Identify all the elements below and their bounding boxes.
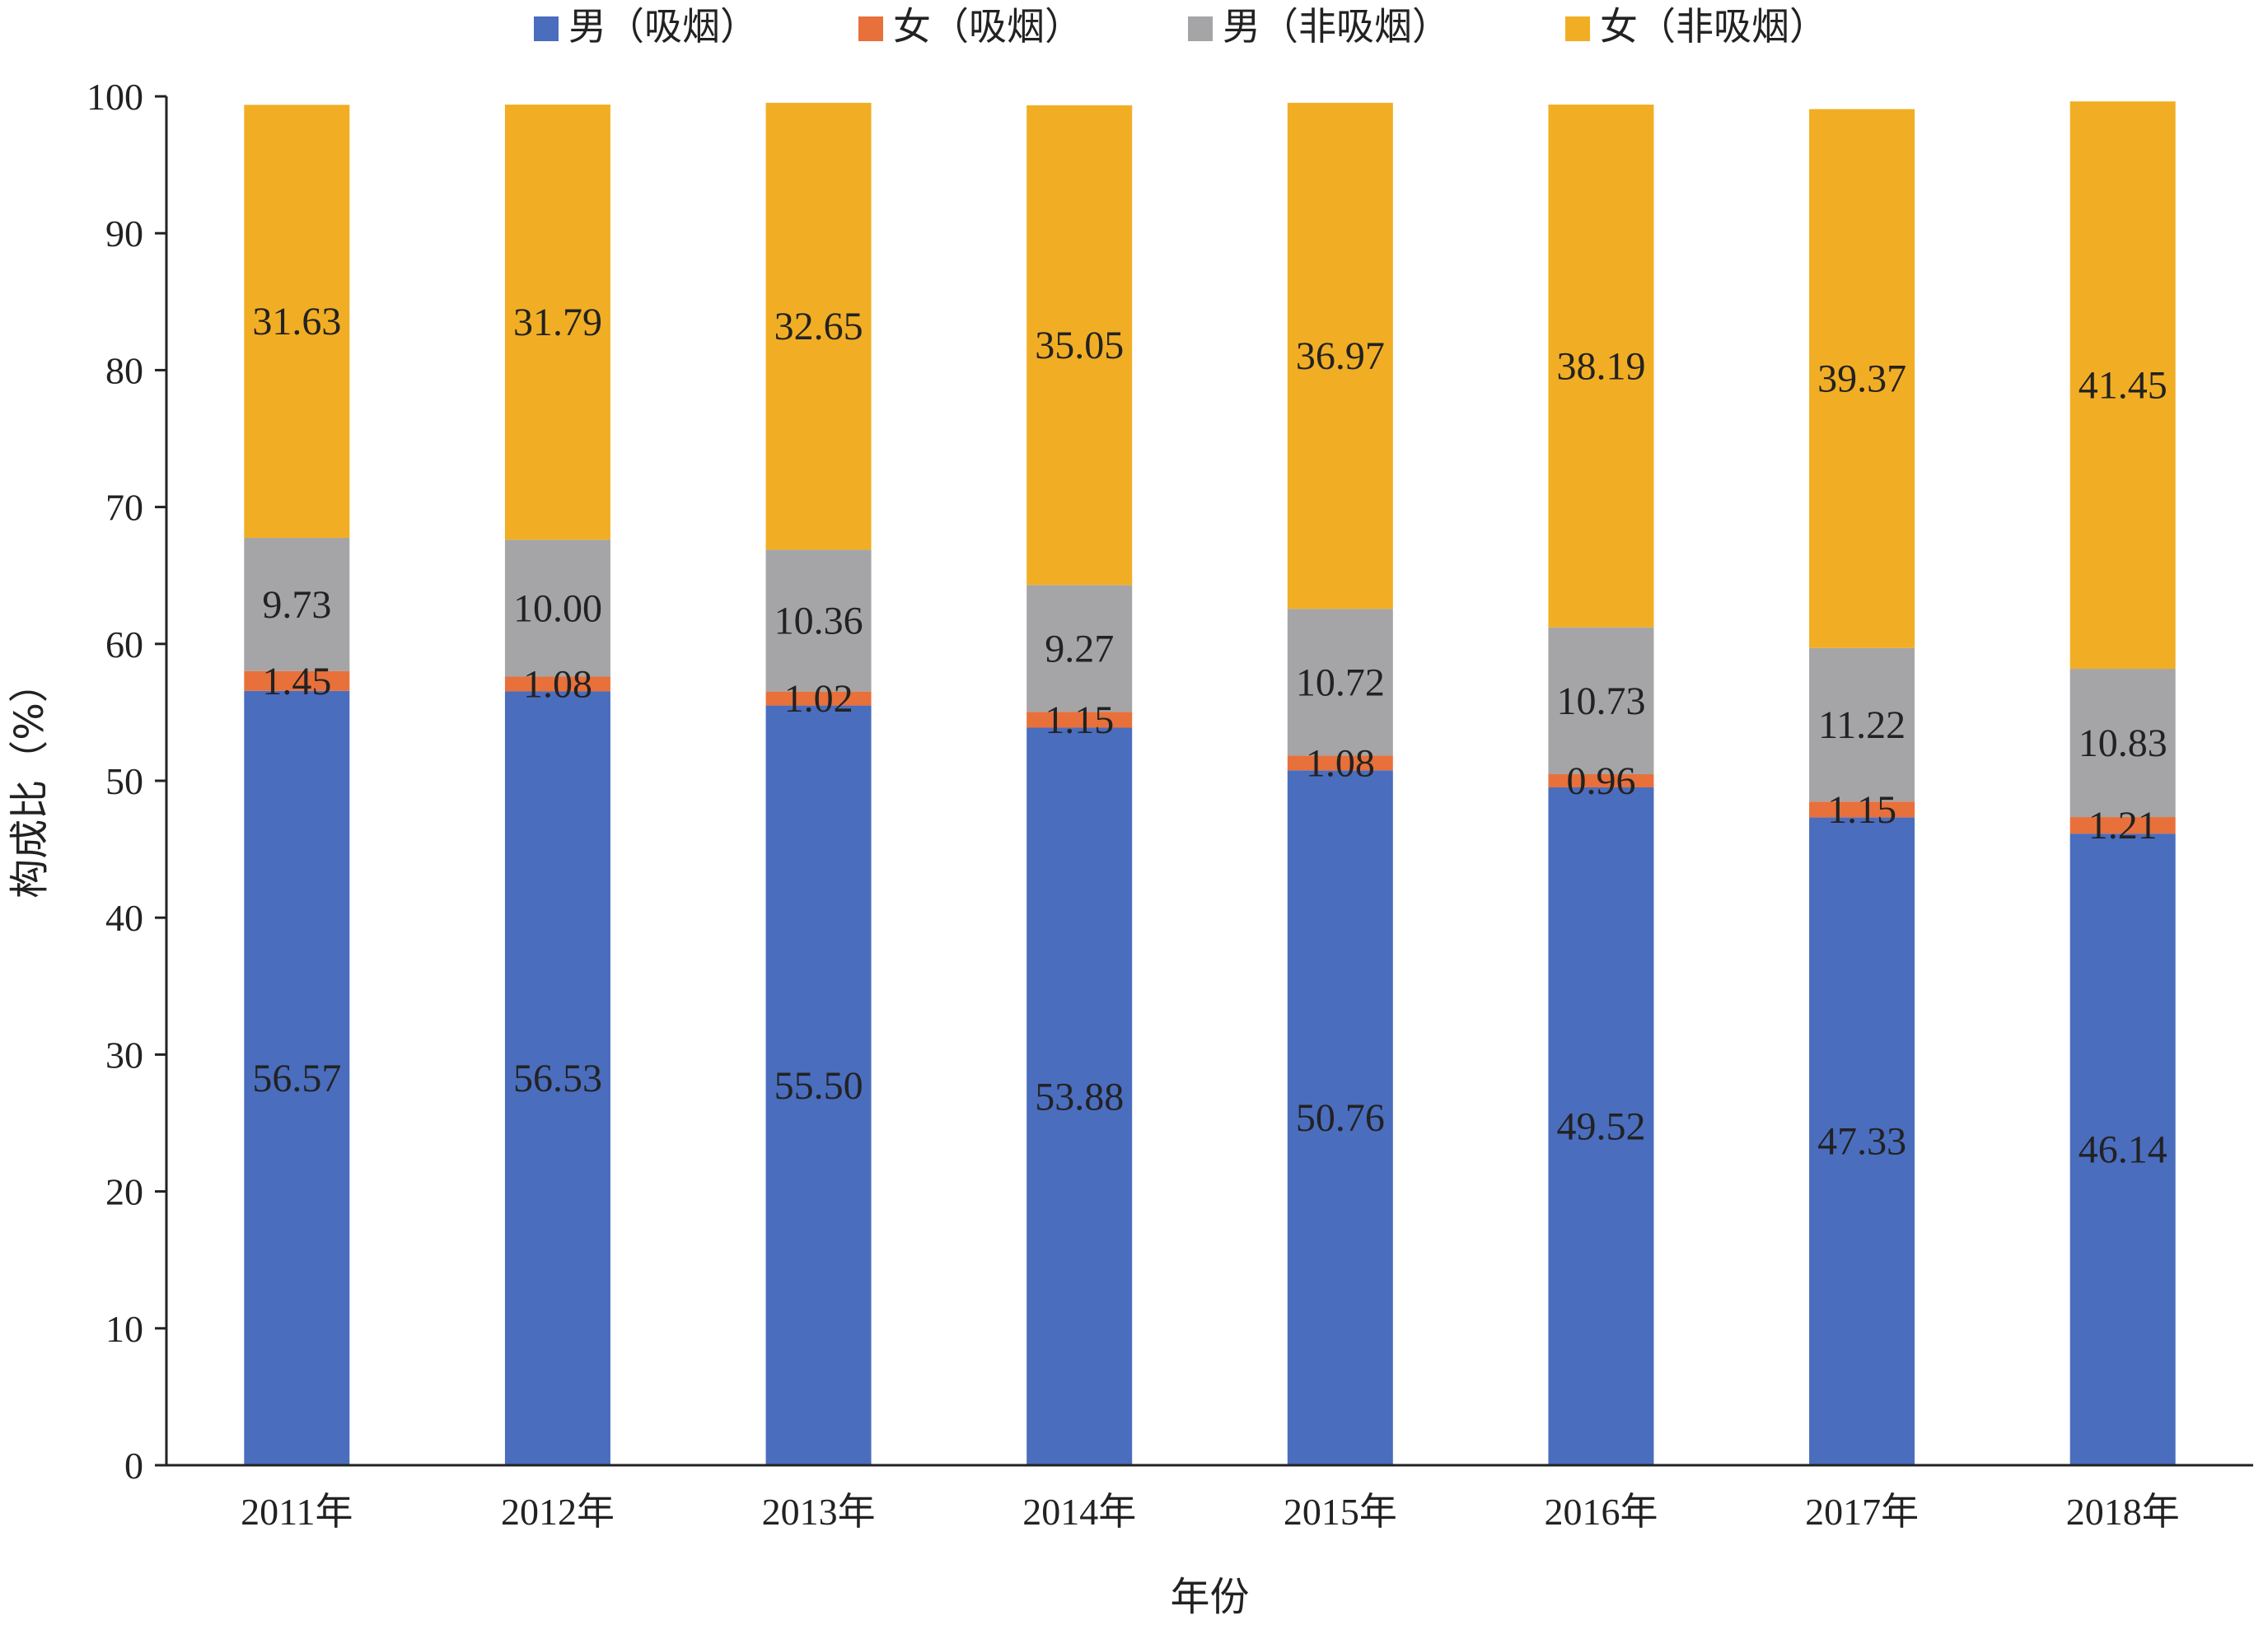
y-tick-label-1: 0 <box>124 1445 143 1487</box>
bar-segment-4-1 <box>244 105 350 538</box>
data-label-4-4: 35.05 <box>1035 324 1124 367</box>
data-label-3-3: 10.36 <box>774 600 863 643</box>
data-label-3-2: 10.00 <box>513 586 602 630</box>
y-tick-label-9: 80 <box>105 349 143 391</box>
plot-bars <box>244 101 2176 1465</box>
x-tick-label-3: 2013年 <box>762 1491 876 1533</box>
x-tick-label-5: 2015年 <box>1284 1491 1397 1533</box>
y-tick-label-6: 50 <box>105 760 143 802</box>
y-tick-label-8: 70 <box>105 487 143 529</box>
legend: 男（吸烟） 女（吸烟） 男（非吸烟） 女（非吸烟） <box>534 4 1827 49</box>
data-label-3-5: 10.72 <box>1296 661 1385 704</box>
y-tick-label-10: 90 <box>105 212 143 254</box>
y-tick-label-5: 40 <box>105 897 143 939</box>
bar-segment-2-3 <box>765 691 872 706</box>
x-tick-label-7: 2017年 <box>1805 1491 1919 1533</box>
bar-segment-2-2 <box>504 676 610 692</box>
data-labels: 56.57 1.45 9.73 31.63 56.53 1.08 10.00 31.79 55.… <box>252 300 2167 1171</box>
bar-segment-3-6 <box>1548 627 1654 775</box>
bar-segment-3-7 <box>1809 647 1915 802</box>
bar-segment-4-6 <box>1548 104 1654 628</box>
data-label-2-6: 0.96 <box>1566 759 1635 803</box>
legend-swatch-1 <box>534 16 559 41</box>
y-axis-title: 构成比（%） <box>7 663 53 899</box>
bar-segment-4-2 <box>504 104 610 540</box>
data-label-2-7: 1.15 <box>1827 788 1896 832</box>
bar-segment-1-6 <box>1548 787 1654 1465</box>
legend-label-4: 女（非吸烟） <box>1600 4 1827 49</box>
data-label-1-2: 56.53 <box>513 1057 602 1100</box>
bar-segment-4-8 <box>2069 101 2176 670</box>
data-label-3-1: 9.73 <box>262 583 331 627</box>
bar-segment-1-4 <box>1026 727 1133 1465</box>
bar-segment-4-4 <box>1026 105 1133 586</box>
bar-segment-3-1 <box>244 537 350 671</box>
bar-segment-3-3 <box>765 549 872 692</box>
bar-segment-2-4 <box>1026 712 1133 728</box>
legend-label-3: 男（非吸烟） <box>1223 4 1450 49</box>
bar-segment-3-8 <box>2069 669 2176 818</box>
data-label-1-7: 47.33 <box>1817 1120 1906 1164</box>
data-label-2-8: 1.21 <box>2088 804 2158 848</box>
data-label-1-8: 46.14 <box>2079 1128 2167 1172</box>
data-label-1-4: 53.88 <box>1035 1075 1124 1118</box>
data-label-4-5: 36.97 <box>1296 334 1385 378</box>
data-label-1-6: 49.52 <box>1556 1104 1645 1148</box>
data-label-3-6: 10.73 <box>1556 679 1645 723</box>
data-label-2-4: 1.15 <box>1045 698 1114 742</box>
x-tick-label-1: 2011年 <box>241 1491 353 1533</box>
bar-segment-1-8 <box>2069 834 2176 1465</box>
x-tick-label-2: 2012年 <box>501 1491 615 1533</box>
bar-segment-2-6 <box>1548 774 1654 787</box>
x-tick-label-4: 2014年 <box>1022 1491 1136 1533</box>
data-label-4-7: 39.37 <box>1817 357 1906 401</box>
bar-segment-2-5 <box>1287 755 1393 771</box>
data-label-3-4: 9.27 <box>1045 627 1114 670</box>
data-label-1-5: 50.76 <box>1296 1096 1385 1140</box>
data-label-4-2: 31.79 <box>513 301 602 344</box>
bar-segment-3-5 <box>1287 609 1393 756</box>
bar-segment-1-5 <box>1287 770 1393 1465</box>
data-label-4-8: 41.45 <box>2079 364 2167 408</box>
data-label-2-2: 1.08 <box>523 662 592 706</box>
x-axis-title: 年份 <box>1170 1574 1249 1620</box>
legend-swatch-3 <box>1188 16 1213 41</box>
bar-segment-4-7 <box>1809 109 1915 648</box>
x-tick-label-6: 2016年 <box>1544 1491 1658 1533</box>
y-tick-label-11: 100 <box>87 76 143 118</box>
data-label-4-6: 38.19 <box>1556 344 1645 388</box>
bar-segment-3-4 <box>1026 585 1133 712</box>
legend-swatch-4 <box>1565 16 1590 41</box>
bar-segment-4-3 <box>765 102 872 550</box>
data-label-3-7: 11.22 <box>1818 703 1906 747</box>
data-label-2-5: 1.08 <box>1306 741 1375 785</box>
x-tick-label-8: 2018年 <box>2066 1491 2180 1533</box>
axes: 2011年 2012年 2013年 2014年 2015年 2016年 2017年 2018年… <box>87 76 2253 1533</box>
data-label-4-3: 32.65 <box>774 305 863 348</box>
bar-segment-3-2 <box>504 539 610 677</box>
legend-label-2: 女（吸烟） <box>893 4 1083 49</box>
data-label-1-3: 55.50 <box>774 1064 863 1108</box>
y-tick-label-2: 10 <box>105 1308 143 1350</box>
data-label-2-1: 1.45 <box>262 660 331 703</box>
bar-segment-1-2 <box>504 691 610 1465</box>
y-tick-label-3: 20 <box>105 1171 143 1213</box>
data-label-2-3: 1.02 <box>784 677 853 721</box>
y-tick-label-7: 60 <box>105 623 143 665</box>
bar-segment-1-7 <box>1809 817 1915 1465</box>
bar-segment-1-3 <box>765 705 872 1465</box>
bar-segment-4-5 <box>1287 102 1393 609</box>
bar-segment-2-1 <box>244 670 350 691</box>
y-tick-label-4: 30 <box>105 1034 143 1076</box>
bar-segment-1-1 <box>244 690 350 1465</box>
data-label-3-8: 10.83 <box>2079 721 2167 765</box>
legend-label-1: 男（吸烟） <box>568 4 758 49</box>
data-label-4-1: 31.63 <box>252 300 341 343</box>
legend-swatch-2 <box>858 16 883 41</box>
bar-segment-2-7 <box>1809 801 1915 818</box>
bar-segment-2-8 <box>2069 817 2176 834</box>
data-label-1-1: 56.57 <box>252 1057 341 1100</box>
